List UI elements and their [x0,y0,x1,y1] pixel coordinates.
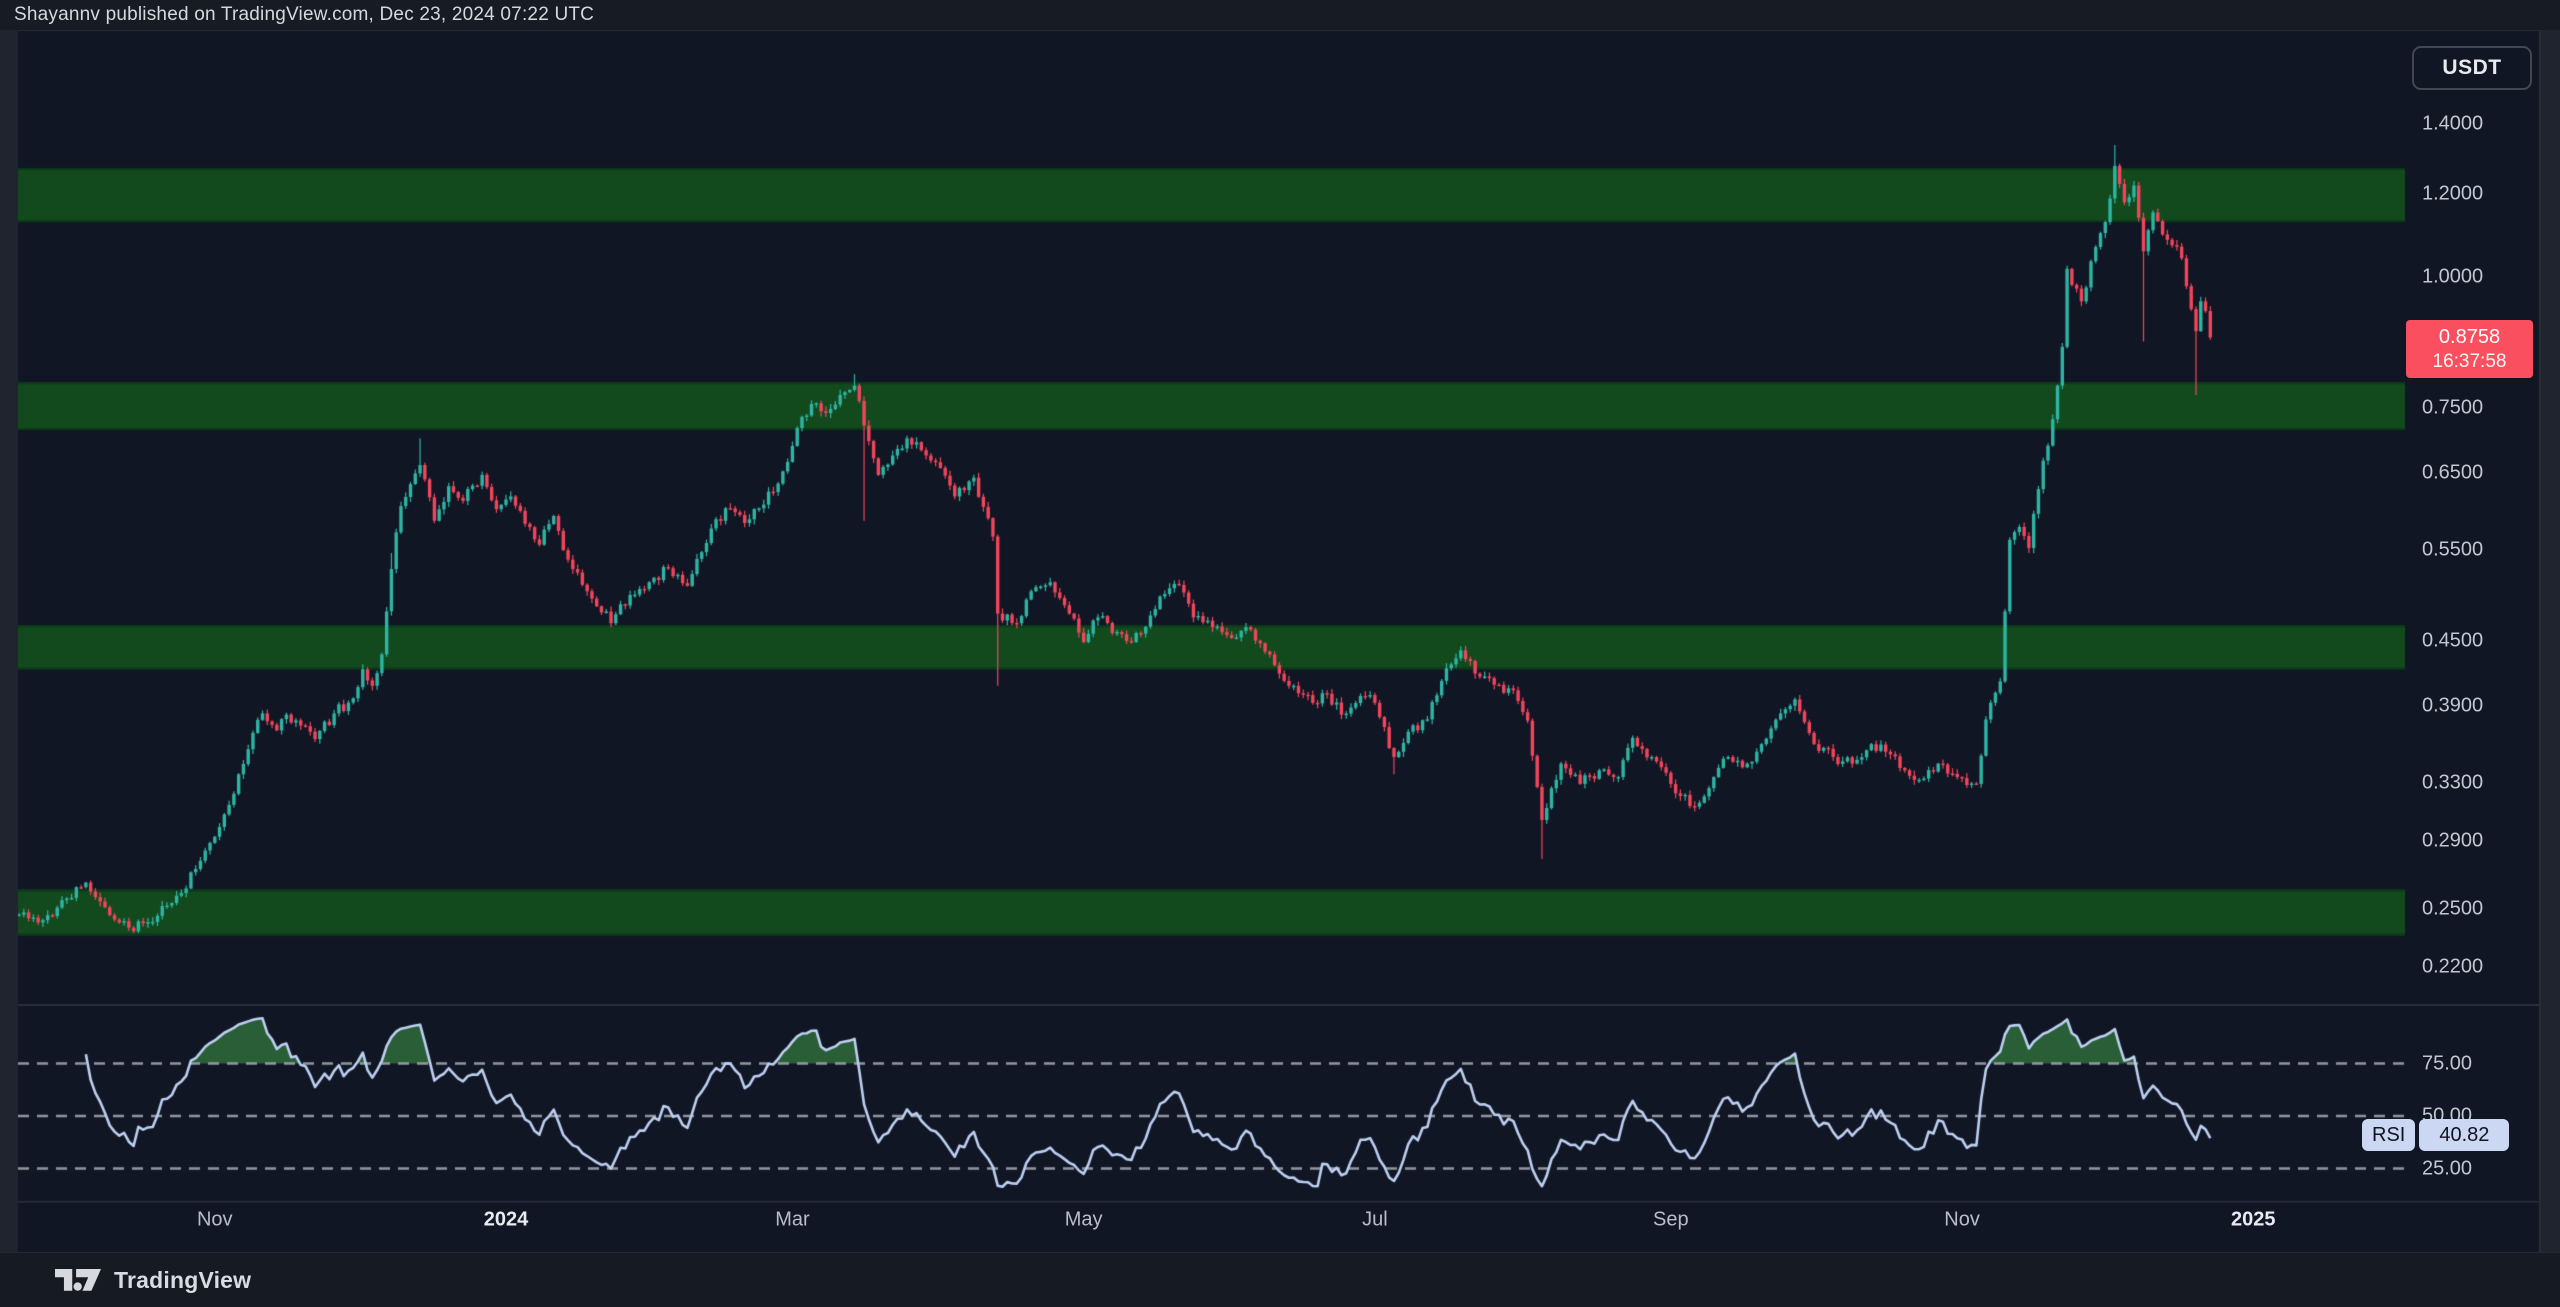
price-tick: 0.3300 [2422,771,2484,794]
price-tick: 0.7500 [2422,396,2484,419]
last-price-label: 0.8758 16:37:58 [2406,320,2533,379]
time-axis-label: Nov [196,1208,233,1231]
price-tick: 1.0000 [2422,265,2484,288]
quote-currency-label: USDT [2442,56,2502,79]
rsi-label: RSI [2362,1119,2416,1152]
price-tick: 0.2500 [2422,897,2484,920]
time-axis-label: 2025 [2231,1208,2276,1231]
tradingview-logo-link[interactable]: TradingView [55,1267,251,1294]
price-tick: 0.4500 [2422,629,2484,652]
countdown-timer: 16:37:58 [2432,351,2507,373]
rsi-tick: 75.00 [2422,1052,2473,1074]
time-axis-label: Mar [775,1208,810,1231]
rsi-tick: 25.00 [2422,1157,2473,1179]
time-axis-label: Nov [1944,1208,1980,1231]
time-axis-label: Jul [1362,1208,1388,1231]
time-axis-label: Sep [1653,1208,1689,1231]
time-axis-label: 2024 [483,1208,529,1231]
price-tick: 1.2000 [2422,182,2484,205]
price-tick: 0.2900 [2422,829,2484,852]
publish-header: Shayannv published on TradingView.com, D… [0,0,2560,30]
time-axis-label: May [1064,1208,1103,1231]
publish-text: Shayannv published on TradingView.com, D… [14,4,595,25]
footer-bar: TradingView [0,1253,2560,1307]
price-tick: 0.5500 [2422,538,2484,561]
last-price-value: 0.8758 [2438,326,2501,349]
tradingview-logo-icon [55,1268,101,1291]
rsi-value: 40.82 [2419,1119,2510,1152]
quote-currency-badge: USDT [2412,46,2532,90]
price-tick: 0.3900 [2422,694,2484,717]
brand-name: TradingView [114,1266,252,1293]
price-tick: 0.6500 [2422,461,2484,484]
rsi-indicator-badge: RSI 40.82 [2362,1119,2510,1152]
price-tick: 1.4000 [2422,112,2484,135]
price-tick: 0.2200 [2422,955,2484,978]
